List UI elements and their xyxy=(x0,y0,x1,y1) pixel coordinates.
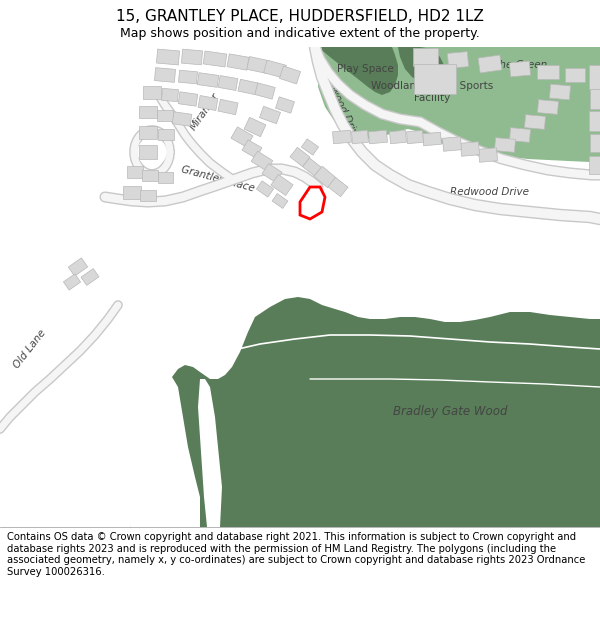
Bar xyxy=(275,97,295,113)
Bar xyxy=(142,169,158,181)
Bar xyxy=(550,84,571,100)
Bar xyxy=(157,109,173,121)
Polygon shape xyxy=(300,187,325,219)
Bar xyxy=(123,186,141,199)
Bar xyxy=(68,258,88,276)
Bar xyxy=(478,148,497,162)
Polygon shape xyxy=(318,47,600,162)
Bar xyxy=(280,66,301,84)
Polygon shape xyxy=(198,379,222,527)
Bar xyxy=(255,83,275,99)
Bar xyxy=(198,96,218,111)
Bar xyxy=(157,171,173,182)
Bar xyxy=(478,55,502,73)
Text: Redwood Drive: Redwood Drive xyxy=(451,187,530,197)
Bar xyxy=(263,60,286,78)
Bar xyxy=(352,131,368,144)
Bar xyxy=(413,48,437,66)
Circle shape xyxy=(138,138,166,166)
Bar xyxy=(242,140,262,158)
Bar xyxy=(203,51,227,67)
Bar xyxy=(537,65,559,79)
Bar xyxy=(143,86,161,99)
Bar xyxy=(251,151,273,171)
Bar xyxy=(389,131,406,144)
Bar xyxy=(422,132,442,146)
Bar xyxy=(139,106,157,118)
Bar xyxy=(157,49,179,65)
Bar xyxy=(238,79,258,95)
Bar xyxy=(271,174,293,196)
Bar xyxy=(301,139,319,155)
Bar xyxy=(407,131,424,144)
Bar xyxy=(589,111,600,131)
Bar xyxy=(509,127,530,142)
Text: Woodland Glade Sports
Facility: Woodland Glade Sports Facility xyxy=(371,81,493,102)
Bar xyxy=(178,92,198,106)
Bar xyxy=(140,189,156,201)
Bar xyxy=(139,145,157,159)
Bar xyxy=(290,148,310,167)
Text: Contains OS data © Crown copyright and database right 2021. This information is : Contains OS data © Crown copyright and d… xyxy=(7,532,586,577)
Bar xyxy=(332,130,352,144)
Text: The Green: The Green xyxy=(493,60,547,70)
Bar xyxy=(314,166,336,188)
Bar xyxy=(565,68,585,82)
Bar xyxy=(218,99,238,115)
Bar xyxy=(231,127,253,147)
Bar xyxy=(161,88,178,102)
Bar xyxy=(259,106,281,124)
Bar xyxy=(494,138,515,152)
Bar xyxy=(448,52,469,68)
Text: Play Space: Play Space xyxy=(337,64,394,74)
Bar xyxy=(460,142,479,156)
Bar xyxy=(590,89,600,109)
Bar xyxy=(262,164,282,182)
Bar xyxy=(218,76,238,91)
Bar xyxy=(256,181,274,197)
Text: Grantley Place: Grantley Place xyxy=(180,164,256,194)
Bar xyxy=(303,158,321,176)
Bar xyxy=(127,166,143,178)
Bar xyxy=(247,57,269,73)
Bar xyxy=(244,118,266,137)
Bar xyxy=(64,274,80,290)
Bar xyxy=(589,156,600,174)
Bar xyxy=(154,68,176,82)
Bar xyxy=(227,54,249,70)
Bar xyxy=(179,70,197,84)
Text: 15, GRANTLEY PLACE, HUDDERSFIELD, HD2 1LZ: 15, GRANTLEY PLACE, HUDDERSFIELD, HD2 1L… xyxy=(116,9,484,24)
Text: Redwood Drive: Redwood Drive xyxy=(319,67,361,143)
Bar xyxy=(272,194,288,208)
Text: Old Lane: Old Lane xyxy=(12,328,48,370)
Bar xyxy=(172,112,192,126)
Bar xyxy=(139,126,157,139)
Text: Map shows position and indicative extent of the property.: Map shows position and indicative extent… xyxy=(120,27,480,40)
Bar xyxy=(328,177,348,197)
Bar xyxy=(442,137,461,151)
Polygon shape xyxy=(318,47,398,95)
Text: Miramar: Miramar xyxy=(188,91,221,132)
Bar xyxy=(590,134,600,152)
Bar xyxy=(524,114,545,129)
Bar xyxy=(181,49,203,65)
Bar xyxy=(509,61,530,77)
Bar xyxy=(538,99,559,114)
Bar xyxy=(368,130,388,144)
Polygon shape xyxy=(398,47,445,84)
Bar xyxy=(81,269,99,286)
Text: Bradley Gate Wood: Bradley Gate Wood xyxy=(393,406,507,419)
Bar xyxy=(589,65,600,89)
Polygon shape xyxy=(130,297,600,527)
Bar xyxy=(158,129,174,139)
Bar xyxy=(197,72,219,88)
Bar xyxy=(414,64,456,94)
Polygon shape xyxy=(130,377,200,527)
